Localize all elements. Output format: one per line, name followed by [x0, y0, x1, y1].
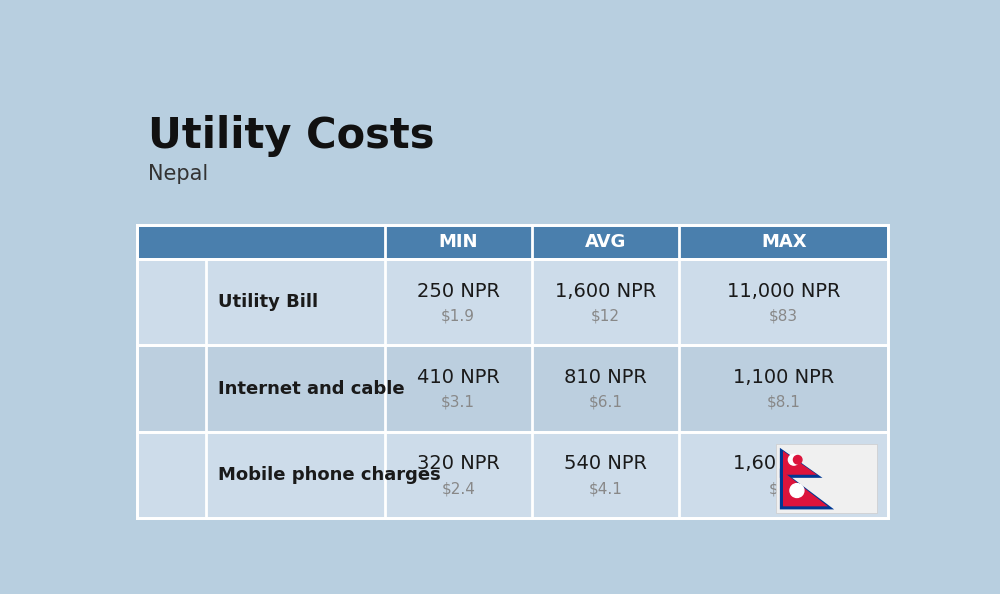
Text: $1.9: $1.9	[441, 309, 475, 324]
Text: MAX: MAX	[761, 233, 807, 251]
Text: $12: $12	[591, 309, 620, 324]
FancyBboxPatch shape	[137, 345, 888, 432]
Text: 1,600 NPR: 1,600 NPR	[733, 454, 834, 473]
Circle shape	[788, 454, 799, 465]
Circle shape	[793, 456, 802, 464]
Text: MIN: MIN	[438, 233, 478, 251]
FancyBboxPatch shape	[137, 225, 888, 259]
Text: 540 NPR: 540 NPR	[564, 454, 647, 473]
FancyBboxPatch shape	[137, 259, 888, 345]
Text: $6.1: $6.1	[588, 395, 622, 410]
Text: Nepal: Nepal	[148, 165, 208, 185]
Text: 11,000 NPR: 11,000 NPR	[727, 282, 840, 301]
Text: $8.1: $8.1	[767, 395, 801, 410]
Polygon shape	[783, 472, 828, 506]
Text: $3.1: $3.1	[441, 395, 475, 410]
FancyBboxPatch shape	[137, 432, 888, 518]
Text: 250 NPR: 250 NPR	[417, 282, 500, 301]
Text: Internet and cable: Internet and cable	[218, 380, 405, 397]
Text: AVG: AVG	[585, 233, 626, 251]
Text: $12: $12	[769, 481, 798, 496]
Text: 410 NPR: 410 NPR	[417, 368, 500, 387]
Text: 1,600 NPR: 1,600 NPR	[555, 282, 656, 301]
Circle shape	[790, 484, 804, 498]
Polygon shape	[780, 469, 834, 510]
Text: Utility Bill: Utility Bill	[218, 293, 318, 311]
Text: 810 NPR: 810 NPR	[564, 368, 647, 387]
Polygon shape	[780, 448, 822, 478]
Text: $4.1: $4.1	[589, 481, 622, 496]
FancyBboxPatch shape	[776, 444, 877, 513]
Text: 1,100 NPR: 1,100 NPR	[733, 368, 834, 387]
Text: $83: $83	[769, 309, 798, 324]
Text: 320 NPR: 320 NPR	[417, 454, 500, 473]
Text: Utility Costs: Utility Costs	[148, 115, 435, 157]
Polygon shape	[783, 451, 817, 475]
Text: $2.4: $2.4	[441, 481, 475, 496]
Text: Mobile phone charges: Mobile phone charges	[218, 466, 441, 484]
